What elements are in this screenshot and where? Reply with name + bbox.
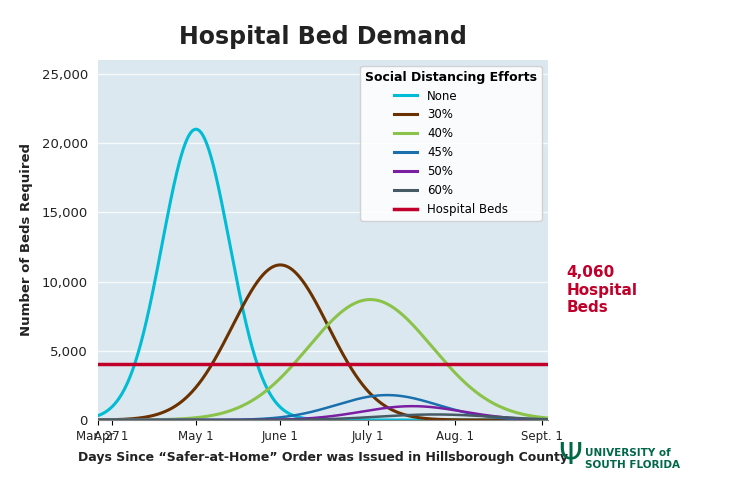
45% bbox=[93, 417, 102, 423]
30% bbox=[300, 280, 309, 286]
30% bbox=[276, 262, 285, 268]
50% bbox=[448, 407, 457, 413]
Line: 60%: 60% bbox=[98, 414, 548, 420]
40% bbox=[366, 296, 375, 302]
50% bbox=[530, 416, 539, 422]
X-axis label: Days Since “Safer-at-Home” Order was Issued in Hillsborough County: Days Since “Safer-at-Home” Order was Iss… bbox=[77, 451, 568, 464]
50% bbox=[312, 414, 321, 420]
60% bbox=[448, 412, 457, 418]
Text: UNIVERSITY of
SOUTH FLORIDA: UNIVERSITY of SOUTH FLORIDA bbox=[585, 448, 680, 470]
45% bbox=[530, 416, 539, 422]
30% bbox=[312, 300, 321, 306]
40% bbox=[93, 417, 102, 423]
None bbox=[312, 416, 321, 422]
Line: 50%: 50% bbox=[98, 406, 548, 420]
40% bbox=[116, 417, 125, 423]
30% bbox=[543, 417, 552, 423]
40% bbox=[530, 414, 539, 420]
50% bbox=[93, 417, 102, 423]
50% bbox=[543, 416, 552, 422]
Hospital Beds bbox=[96, 361, 105, 367]
45% bbox=[448, 406, 457, 412]
None bbox=[448, 417, 457, 423]
40% bbox=[448, 366, 457, 372]
Text: Ψ: Ψ bbox=[559, 441, 583, 470]
50% bbox=[530, 416, 539, 422]
None bbox=[191, 126, 200, 132]
40% bbox=[312, 334, 321, 340]
50% bbox=[408, 403, 417, 409]
None bbox=[543, 417, 552, 423]
Line: 45%: 45% bbox=[98, 395, 548, 420]
Line: 40%: 40% bbox=[98, 300, 548, 420]
50% bbox=[300, 416, 309, 422]
60% bbox=[543, 416, 552, 422]
30% bbox=[116, 416, 125, 422]
30% bbox=[530, 417, 539, 423]
45% bbox=[382, 392, 392, 398]
60% bbox=[430, 412, 439, 418]
60% bbox=[116, 417, 125, 423]
Text: Hospital Bed Demand: Hospital Bed Demand bbox=[178, 25, 466, 49]
Legend: None, 30%, 40%, 45%, 50%, 60%, Hospital Beds: None, 30%, 40%, 45%, 50%, 60%, Hospital … bbox=[360, 66, 542, 220]
None bbox=[530, 417, 539, 423]
Line: 30%: 30% bbox=[98, 265, 548, 420]
None bbox=[300, 416, 309, 422]
Text: 4,060
Hospital
Beds: 4,060 Hospital Beds bbox=[566, 265, 638, 315]
40% bbox=[530, 414, 539, 420]
60% bbox=[93, 417, 102, 423]
30% bbox=[530, 417, 539, 423]
Y-axis label: Number of Beds Required: Number of Beds Required bbox=[20, 144, 33, 336]
45% bbox=[312, 408, 321, 414]
40% bbox=[300, 348, 309, 354]
45% bbox=[543, 417, 552, 423]
None bbox=[116, 393, 125, 399]
Line: None: None bbox=[98, 129, 548, 420]
45% bbox=[116, 417, 125, 423]
None bbox=[530, 417, 539, 423]
50% bbox=[116, 417, 125, 423]
None bbox=[93, 413, 102, 419]
60% bbox=[300, 416, 309, 422]
60% bbox=[312, 416, 321, 422]
30% bbox=[448, 417, 457, 423]
45% bbox=[300, 410, 309, 416]
40% bbox=[543, 415, 552, 421]
30% bbox=[93, 417, 102, 423]
45% bbox=[530, 416, 539, 422]
Hospital Beds bbox=[93, 361, 102, 367]
60% bbox=[530, 416, 539, 422]
60% bbox=[530, 416, 539, 422]
